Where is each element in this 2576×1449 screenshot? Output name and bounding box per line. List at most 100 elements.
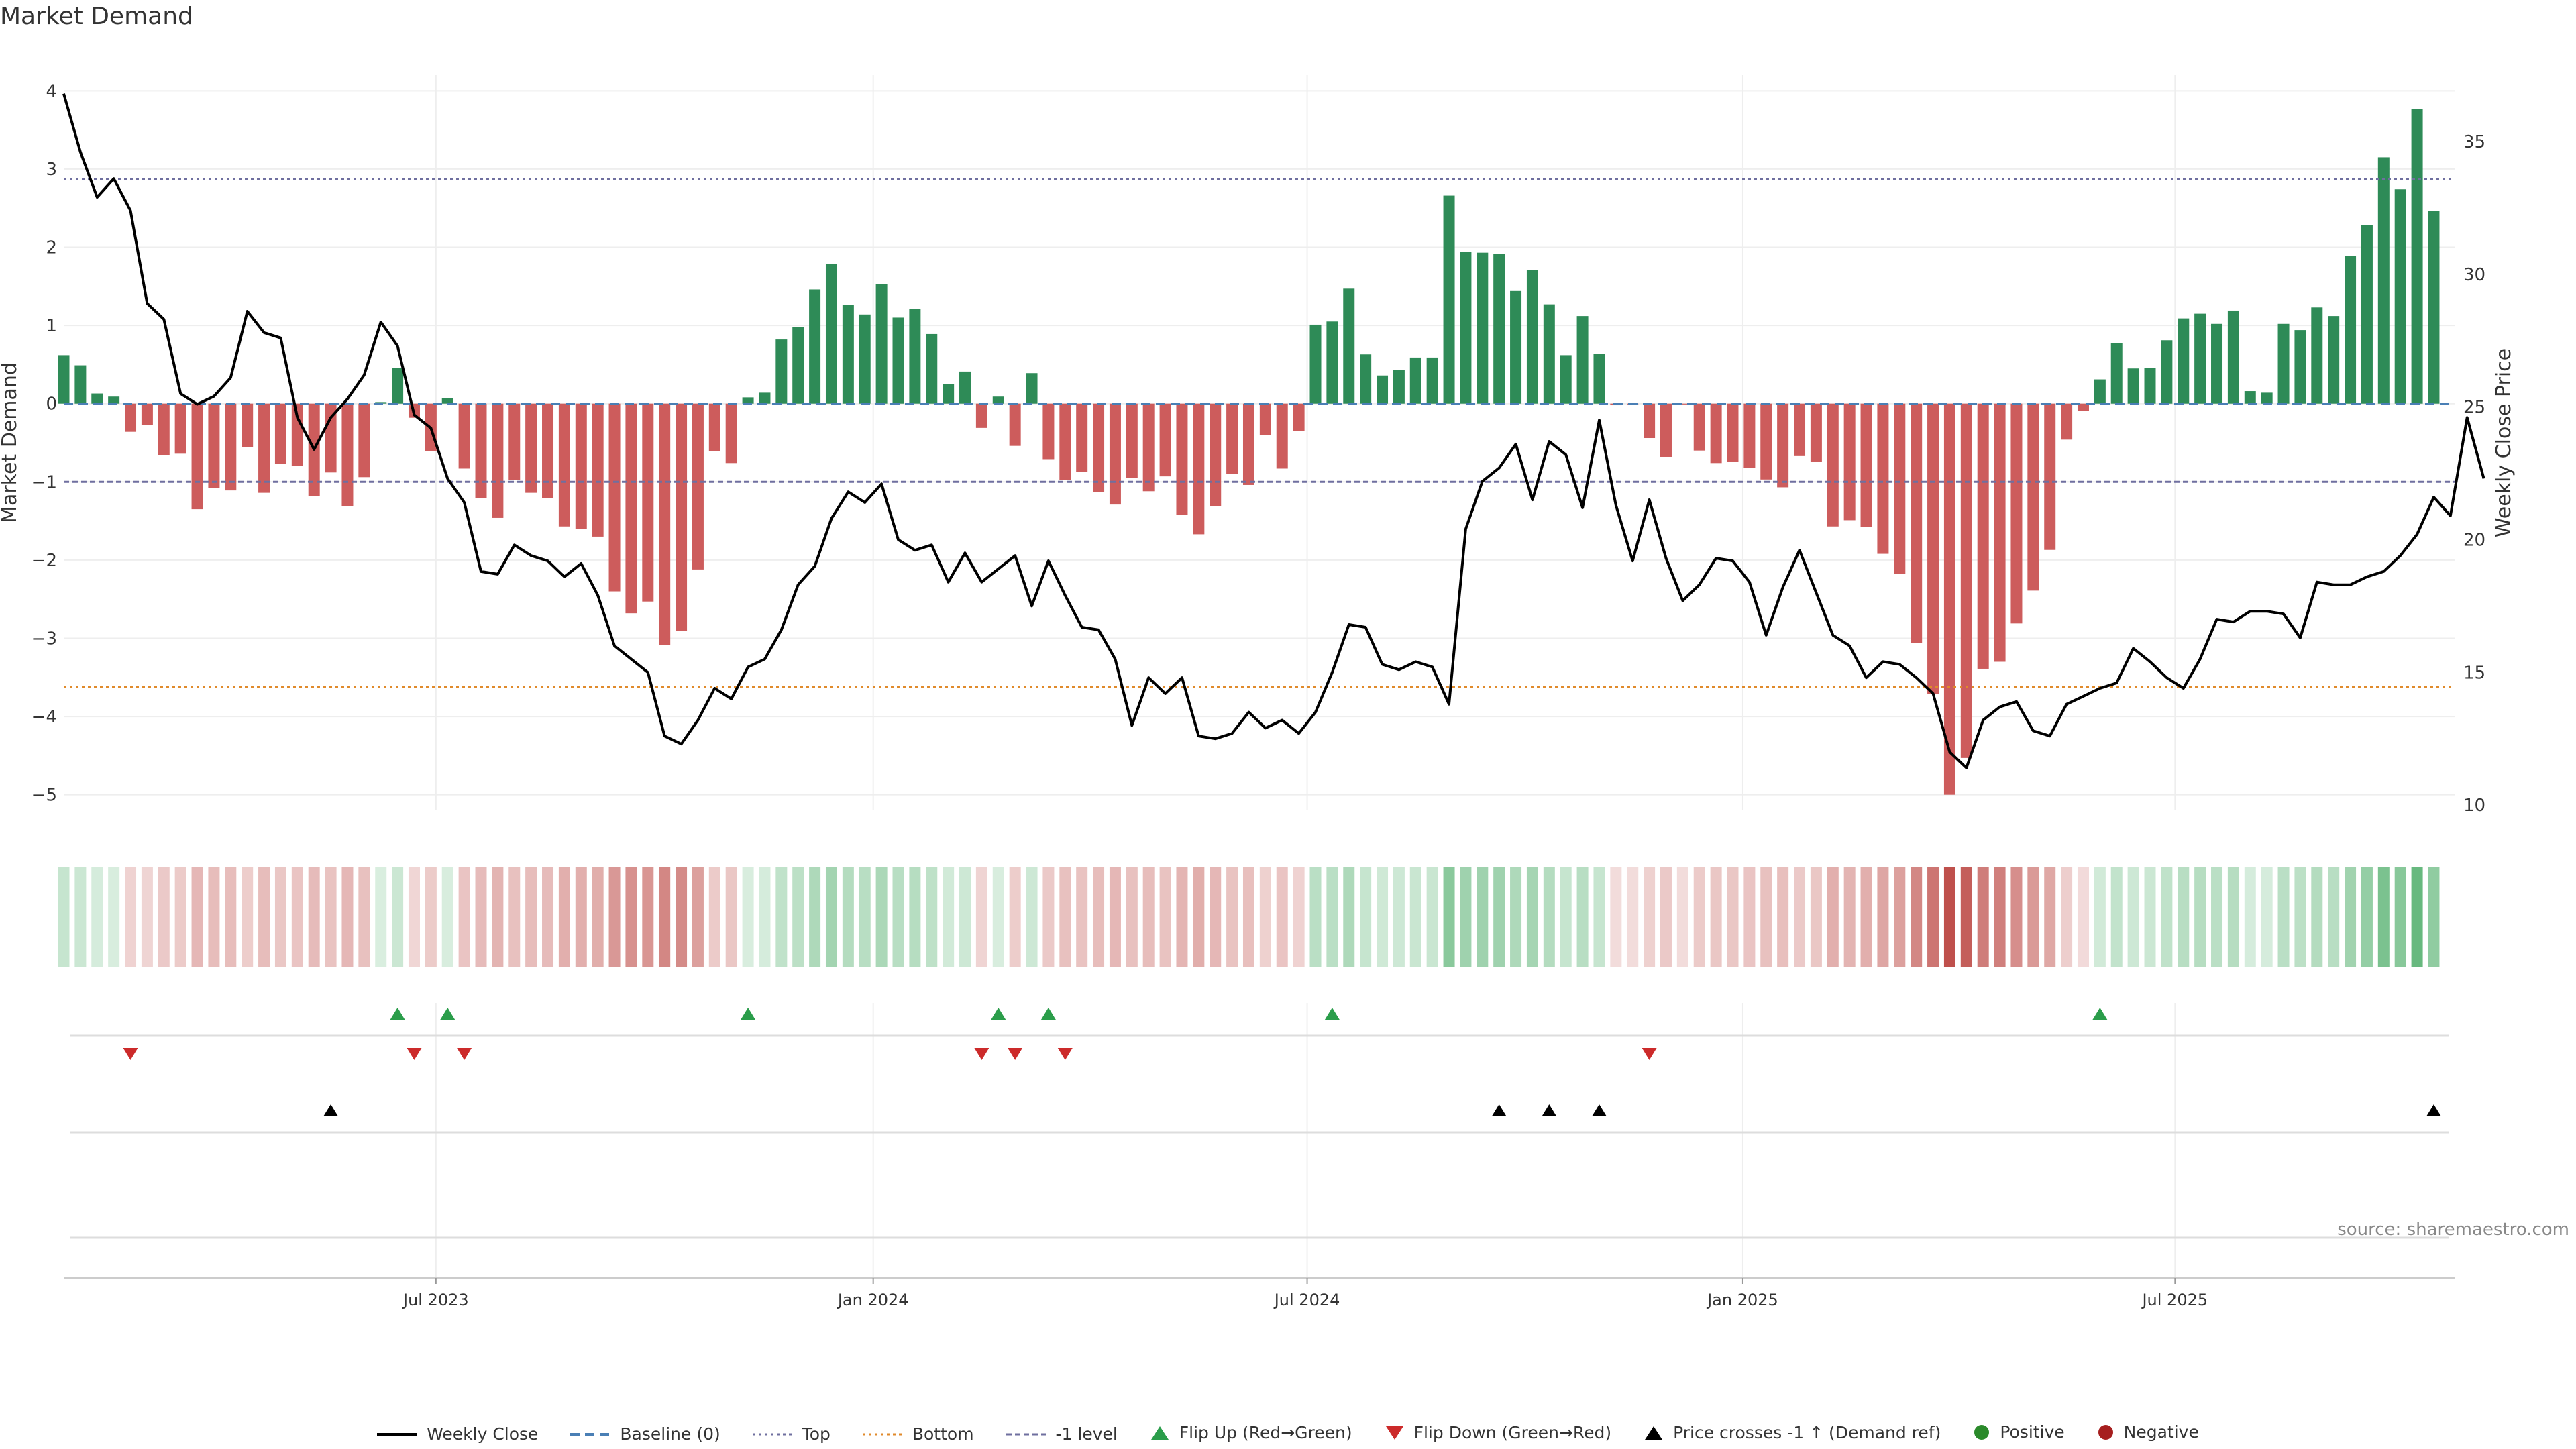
heat-cell <box>1777 867 1789 967</box>
demand-bar <box>2411 109 2423 404</box>
demand-bar <box>525 403 537 493</box>
legend-dotted-orange-icon <box>862 1433 903 1435</box>
demand-bar <box>575 403 587 529</box>
heat-cell <box>325 867 337 967</box>
heat-cell <box>625 867 637 967</box>
demand-bar <box>1159 403 1171 477</box>
heat-cell <box>1843 867 1856 967</box>
x-tick-label: Jul 2024 <box>1273 1291 1340 1309</box>
heat-cell <box>1109 867 1121 967</box>
heat-cell <box>1693 867 1705 967</box>
x-tick-label: Jul 2023 <box>402 1291 469 1309</box>
heat-cell <box>592 867 604 967</box>
heat-cell <box>2211 867 2223 967</box>
heat-cell <box>2061 867 2073 967</box>
demand-bar <box>975 403 987 428</box>
demand-bar <box>1794 403 1806 456</box>
heat-cell <box>1426 867 1438 967</box>
demand-bar <box>2178 318 2190 404</box>
heat-cell <box>408 867 420 967</box>
legend-flip-up-label: Flip Up (Red→Green) <box>1179 1423 1352 1442</box>
demand-bar <box>992 396 1004 404</box>
heat-cell <box>1159 867 1171 967</box>
demand-bar <box>458 403 470 469</box>
heat-cell <box>2294 867 2306 967</box>
demand-bar <box>592 403 604 537</box>
heat-cell <box>2411 867 2423 967</box>
demand-bar <box>1510 290 1522 404</box>
demand-bar <box>358 403 370 478</box>
legend-flip-up: Flip Up (Red→Green) <box>1150 1423 1352 1442</box>
heat-cell <box>2261 867 2273 967</box>
heat-cell <box>892 867 904 967</box>
demand-bar <box>1210 403 1222 506</box>
demand-bar <box>558 403 570 527</box>
demand-bar <box>625 403 637 614</box>
legend-negative: Negative <box>2097 1422 2199 1442</box>
heat-cell <box>341 867 354 967</box>
demand-bar <box>2345 256 2357 404</box>
demand-bar <box>1760 403 1772 480</box>
y-tick-label: −3 <box>32 629 57 649</box>
demand-bar <box>1710 403 1722 464</box>
demand-bar <box>1026 373 1038 404</box>
demand-bar <box>2161 340 2173 404</box>
heat-cell <box>1610 867 1622 967</box>
heat-cell <box>475 867 487 967</box>
heat-cell <box>2244 867 2256 967</box>
demand-bar <box>2328 316 2340 404</box>
demand-bar <box>392 368 404 404</box>
demand-bar <box>909 309 921 404</box>
heat-cell <box>659 867 671 967</box>
heat-cell <box>725 867 737 967</box>
legend: Weekly Close Baseline (0) Top Bottom -1 … <box>0 1422 2576 1445</box>
heat-cell <box>1977 867 1989 967</box>
heat-cell <box>1710 867 1722 967</box>
heat-cell <box>1460 867 1472 967</box>
demand-bar <box>2277 323 2290 404</box>
demand-bar <box>508 403 521 480</box>
heat-cell <box>558 867 570 967</box>
demand-bar <box>1226 403 1238 474</box>
heat-cell <box>1560 867 1572 967</box>
demand-bar <box>1042 403 1055 460</box>
heat-cell <box>1911 867 1923 967</box>
heat-cell <box>492 867 504 967</box>
heat-cell <box>91 867 103 967</box>
heat-cell <box>441 867 453 967</box>
demand-bar <box>1426 357 1438 404</box>
heat-cell <box>1009 867 1021 967</box>
demand-bar <box>1727 403 1739 462</box>
heat-cell <box>1076 867 1088 967</box>
heat-cell <box>375 867 387 967</box>
demand-bar <box>1093 403 1105 492</box>
demand-bar <box>2227 310 2239 404</box>
flip-up-marker <box>1324 1008 1340 1020</box>
demand-bar <box>2144 368 2156 404</box>
flip-up-marker <box>1040 1008 1056 1020</box>
flip-down-marker <box>1642 1048 1657 1060</box>
heat-cell <box>2027 867 2039 967</box>
heat-cell <box>1676 867 1688 967</box>
heat-cell <box>358 867 370 967</box>
flip-up-marker <box>440 1008 455 1020</box>
demand-bar <box>1460 252 1472 404</box>
y-tick-label: 1 <box>46 316 57 336</box>
y-axis-label: Market Demand <box>0 362 21 523</box>
y2-tick-label: 20 <box>2463 530 2485 550</box>
demand-bar <box>1259 403 1271 435</box>
heat-cell <box>174 867 186 967</box>
heat-cell <box>58 867 70 967</box>
heat-cell <box>1393 867 1405 967</box>
demand-bar <box>341 403 354 506</box>
demand-bar <box>225 403 237 491</box>
heat-cell <box>1727 867 1739 967</box>
demand-bar <box>1126 403 1138 478</box>
heat-cell <box>1293 867 1305 967</box>
flip-down-marker <box>974 1048 989 1060</box>
demand-bar <box>2261 392 2273 404</box>
heat-cell <box>1443 867 1455 967</box>
demand-bar <box>1059 403 1071 480</box>
heat-cell <box>2311 867 2323 967</box>
demand-bar <box>1894 403 1906 574</box>
